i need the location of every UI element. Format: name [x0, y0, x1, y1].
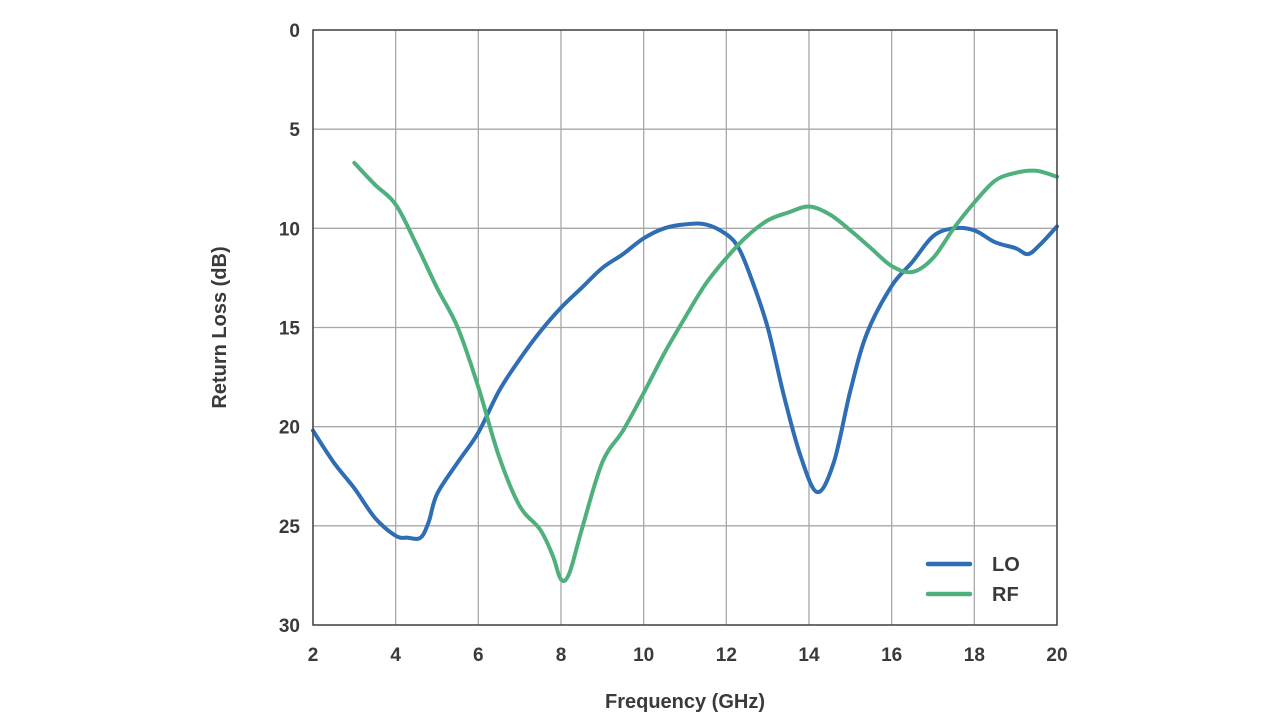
legend: LO RF	[925, 554, 1020, 606]
x-tick-label: 16	[881, 645, 902, 666]
y-axis-title: Return Loss (dB)	[209, 246, 231, 408]
x-tick-labels: 2 4 6 8 10 12 14 16 18 20	[308, 645, 1068, 666]
x-tick-label: 8	[556, 645, 567, 666]
plot-frame	[312, 29, 1058, 626]
series-line-rf	[352, 160, 1059, 583]
x-tick-label: 20	[1046, 645, 1067, 666]
y-tick-label: 25	[279, 517, 301, 538]
y-tick-label: 20	[279, 418, 300, 439]
y-tick-label: 5	[289, 120, 300, 141]
x-tick-label: 6	[473, 645, 484, 666]
series-layer	[311, 160, 1059, 583]
y-tick-labels: 0 5 10 15 20 25 30	[279, 21, 301, 637]
y-tick-label: 15	[279, 319, 301, 340]
y-tick-label: 30	[279, 616, 300, 637]
y-tick-label: 0	[289, 21, 300, 42]
x-tick-label: 12	[716, 645, 737, 666]
x-tick-label: 18	[964, 645, 985, 666]
x-tick-label: 2	[308, 645, 319, 666]
legend-label-lo: LO	[992, 554, 1020, 576]
x-tick-label: 14	[798, 645, 820, 666]
x-tick-label: 10	[633, 645, 654, 666]
x-tick-label: 4	[390, 645, 401, 666]
y-tick-label: 10	[279, 219, 300, 240]
series-line-lo	[311, 221, 1059, 541]
legend-label-rf: RF	[992, 584, 1019, 606]
x-axis-title: Frequency (GHz)	[605, 691, 765, 713]
